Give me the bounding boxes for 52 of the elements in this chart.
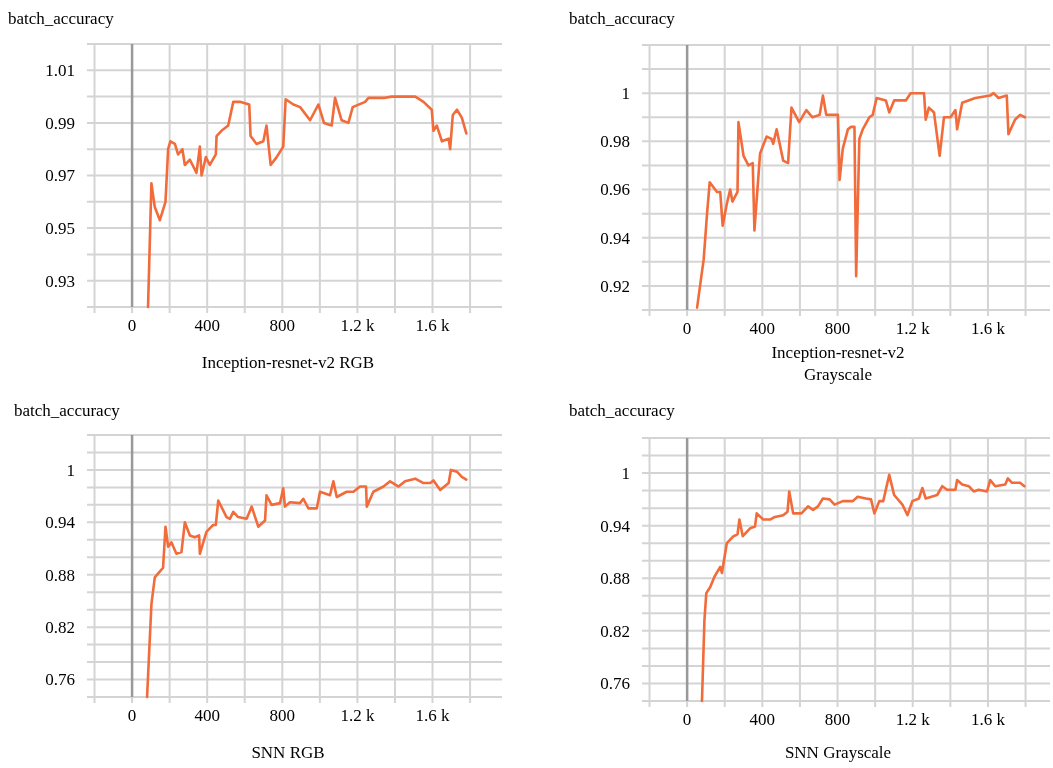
x-tick-label: 1.6 k	[415, 316, 451, 335]
x-tick-label: 0	[127, 316, 137, 335]
x-tick-label: 1.2 k	[895, 710, 931, 729]
chart-title: batch_accuracy	[8, 9, 115, 28]
chart-title: batch_accuracy	[569, 9, 676, 28]
y-tick-label: 1	[621, 84, 630, 104]
y-tick-label: 0.99	[45, 113, 75, 133]
y-tick-label: 1	[621, 464, 630, 484]
y-tick-label: 0.95	[45, 219, 75, 239]
x-axis-title: Inception-resnet-v2 RGB	[201, 353, 375, 372]
y-tick-label: 0.82	[45, 618, 75, 638]
x-tick-label: 800	[269, 706, 296, 725]
x-tick-label: 1.6 k	[970, 319, 1006, 338]
y-tick-label: 0.98	[600, 132, 630, 152]
x-tick-label: 1.2 k	[340, 706, 375, 725]
y-tick-label: 0.82	[600, 621, 630, 641]
line-series	[145, 468, 468, 699]
line-series	[695, 91, 1027, 309]
y-tick-label: 0.76	[600, 674, 630, 694]
x-tick-label: 1.2 k	[340, 316, 375, 335]
x-tick-label: 400	[749, 710, 776, 729]
line-series	[146, 95, 468, 309]
line-series	[700, 473, 1026, 703]
chart-title: batch_accuracy	[569, 401, 676, 420]
x-axis-title: SNN RGB	[251, 743, 325, 762]
x-tick-label: 800	[824, 710, 851, 729]
x-axis-title: Inception-resnet-v2 Grayscale	[771, 343, 905, 384]
y-tick-label: 0.94	[600, 516, 631, 536]
y-tick-label: 0.88	[45, 565, 75, 585]
chart-title: batch_accuracy	[14, 401, 121, 420]
x-tick-label: 1.6 k	[970, 710, 1006, 729]
y-tick-label: 0.94	[45, 513, 76, 533]
x-tick-label: 800	[269, 316, 296, 335]
x-tick-label: 0	[682, 319, 692, 338]
y-tick-label: 0.96	[600, 180, 630, 200]
x-tick-label: 400	[194, 316, 220, 335]
x-tick-label: 0	[682, 710, 692, 729]
x-tick-label: 0	[127, 706, 137, 725]
y-tick-label: 0.88	[600, 569, 630, 589]
x-tick-label: 400	[194, 706, 220, 725]
x-tick-label: 800	[824, 319, 851, 338]
y-tick-label: 0.97	[45, 166, 76, 186]
y-tick-label: 0.93	[45, 271, 75, 291]
y-tick-label: 0.94	[600, 228, 631, 248]
y-tick-label: 0.92	[600, 276, 630, 296]
x-tick-label: 1.2 k	[895, 319, 931, 338]
y-tick-label: 0.76	[45, 670, 75, 690]
x-tick-label: 400	[749, 319, 776, 338]
y-tick-label: 1.01	[45, 61, 75, 81]
x-tick-label: 1.6 k	[415, 706, 451, 725]
x-axis-title: SNN Grayscale	[784, 743, 892, 762]
y-tick-label: 1	[66, 460, 75, 480]
